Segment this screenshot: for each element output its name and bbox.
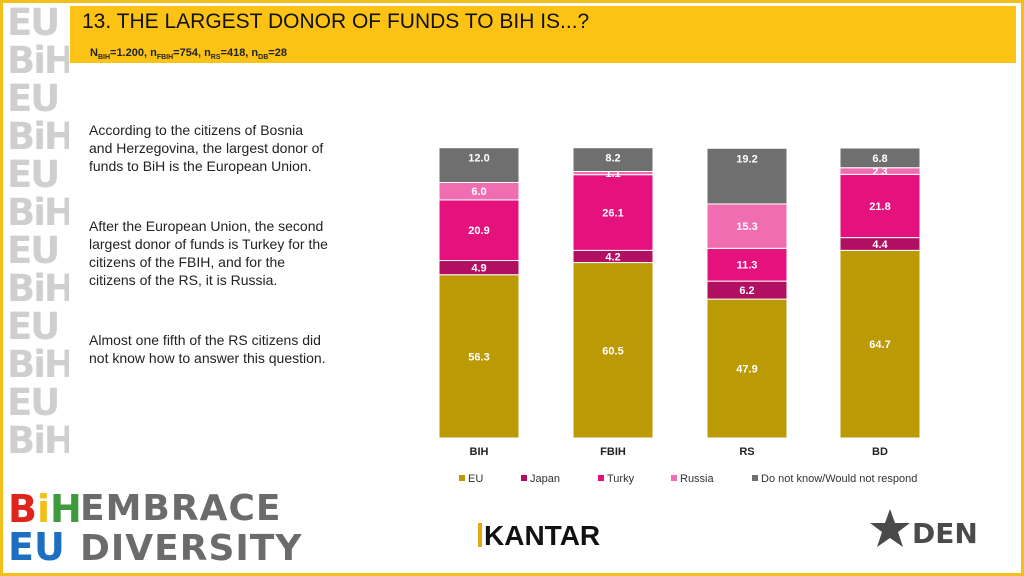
strip-bih-glyph: BiH: [7, 115, 69, 158]
data-label-bd-1: 4.4: [872, 239, 888, 251]
legend-label: Russia: [680, 473, 714, 485]
data-label-rs-0: 47.9: [736, 364, 757, 376]
legend-swatch: [459, 475, 465, 481]
strip-bih-glyph: BiH: [7, 343, 69, 386]
legend-swatch: [671, 475, 677, 481]
data-label-fbih-4: 8.2: [605, 153, 620, 165]
x-tick-label-fbih: FBIH: [600, 446, 626, 458]
data-label-fbih-0: 60.5: [602, 345, 623, 357]
strip-bih-glyph: BiH: [7, 39, 69, 82]
bar-segment-bih-4: [438, 147, 520, 184]
legend-label: EU: [468, 473, 484, 485]
bar-segment-bd-0: [839, 249, 921, 439]
bar-segment-bd-4: [839, 147, 921, 169]
data-label-bih-4: 12.0: [468, 153, 489, 165]
data-label-bih-2: 20.9: [468, 225, 489, 237]
summary-paragraph-3: Almost one fifth of the RS citizens did …: [89, 332, 326, 366]
data-label-rs-3: 15.3: [736, 221, 757, 233]
kantar-logo: KANTAR: [478, 520, 600, 552]
data-label-bd-3: 2.3: [872, 166, 887, 178]
logo-eu: EU: [8, 525, 65, 569]
legend-label: Japan: [530, 473, 560, 485]
den-text: DEN: [912, 517, 978, 550]
bar-segment-fbih-4: [572, 147, 654, 172]
strip-bih-glyph: BiH: [7, 419, 69, 462]
chart-legend: EU Japan Turky Russia Do not know/Would not …: [0, 473, 1024, 489]
strip-eu-glyph: EU: [7, 153, 60, 196]
strip-bih-glyph: BiH: [7, 191, 69, 234]
logo-bi: BiH: [8, 487, 82, 531]
legend-item-3: Russia: [671, 473, 714, 485]
bar-segment-fbih-2: [572, 174, 654, 251]
embrace-diversity-logo: EMBRACE DIVERSITY: [80, 489, 302, 569]
data-label-bd-4: 6.8: [872, 153, 887, 165]
kantar-mark-icon: [478, 523, 482, 547]
legend-swatch: [598, 475, 604, 481]
data-label-rs-4: 19.2: [736, 153, 757, 165]
diversity-text: DIVERSITY: [80, 528, 303, 569]
strip-eu-glyph: EU: [7, 381, 60, 424]
strip-eu-glyph: EU: [7, 77, 60, 120]
embrace-text: EMBRACE: [80, 488, 282, 529]
bar-segment-bd-2: [839, 173, 921, 239]
data-label-bd-0: 64.7: [869, 339, 890, 351]
stacked-bar-chart: 56.34.920.96.012.0BIH60.54.226.11.18.2FB…: [438, 147, 921, 458]
bar-segment-rs-4: [706, 147, 788, 205]
legend-swatch: [752, 475, 758, 481]
data-label-rs-1: 6.2: [739, 285, 754, 297]
bar-segment-rs-3: [706, 203, 788, 249]
strip-eu-glyph: EU: [7, 3, 60, 44]
den-star-icon: DEN: [870, 509, 978, 550]
legend-item-4: Do not know/Would not respond: [752, 473, 917, 485]
data-label-bih-3: 6.0: [471, 186, 486, 198]
den-logo: DEN: [868, 505, 988, 555]
data-label-bih-1: 4.9: [471, 263, 486, 275]
data-label-bih-0: 56.3: [468, 351, 489, 363]
title-bar: 13. THE LARGEST DONOR OF FUNDS TO BIH IS…: [70, 6, 1016, 63]
data-label-fbih-2: 26.1: [602, 208, 623, 220]
bar-segment-fbih-0: [572, 262, 654, 439]
data-label-rs-2: 11.3: [737, 260, 758, 272]
summary-paragraph-2: After the European Union, the second lar…: [89, 218, 328, 288]
bar-segment-rs-0: [706, 298, 788, 439]
legend-item-2: Turky: [598, 473, 634, 485]
bih-eu-logo: BiH EU: [8, 487, 82, 570]
legend-swatch: [521, 475, 527, 481]
x-tick-label-bih: BIH: [470, 446, 489, 458]
x-tick-label-bd: BD: [872, 446, 888, 458]
legend-label: Turky: [607, 473, 635, 485]
strip-eu-glyph: EU: [7, 229, 60, 272]
summary-paragraph-1: According to the citizens of Bosnia and …: [89, 122, 324, 174]
data-label-bd-2: 21.8: [869, 201, 890, 213]
data-label-fbih-1: 4.2: [605, 251, 620, 263]
strip-bih-glyph: BiH: [7, 267, 69, 310]
sample-size: NBIH=1.200, nFBIH=754, nRS=418, nDB=28: [90, 47, 287, 62]
strip-eu-glyph: EU: [7, 305, 60, 348]
legend-item-1: Japan: [521, 473, 560, 485]
slide-title: 13. THE LARGEST DONOR OF FUNDS TO BIH IS…: [82, 10, 590, 33]
legend-item-0: EU: [459, 473, 483, 485]
left-decorative-strip: EU BiH EU BiH EU BiH EU BiH EU BiH EU Bi…: [3, 3, 69, 485]
legend-label: Do not know/Would not respond: [761, 473, 918, 485]
x-tick-label-rs: RS: [739, 446, 754, 458]
